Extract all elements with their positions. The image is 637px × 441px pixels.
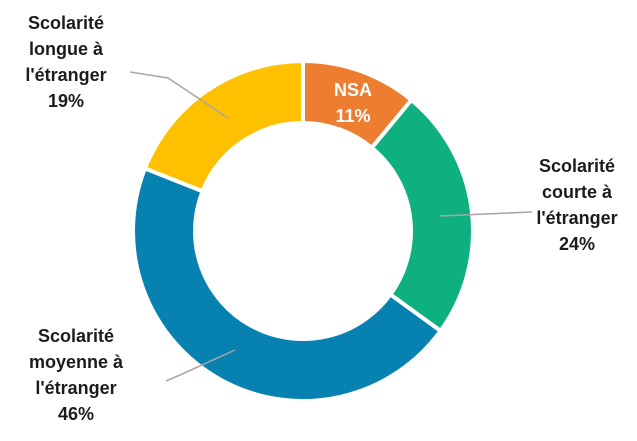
label-line: l'étranger <box>25 65 107 85</box>
label-line: l'étranger <box>35 378 117 398</box>
donut-slice-3 <box>142 59 305 194</box>
label-line: NSA <box>333 80 372 100</box>
donut-slice-1 <box>369 98 475 333</box>
label-line: Scolarité <box>538 156 616 176</box>
label-line: Scolarité <box>37 326 115 346</box>
donut-slice-2 <box>131 166 443 403</box>
label-percent: 19% <box>47 91 85 111</box>
label-line: l'étranger <box>536 208 618 228</box>
label-line: Scolarité <box>27 13 105 33</box>
leader-line-longue <box>129 71 229 119</box>
leader-line-courte <box>439 211 533 217</box>
label-scolarite-moyenne: Scolarité moyenne à l'étranger 46% <box>12 323 140 427</box>
label-nsa: NSA 11% <box>318 77 388 129</box>
label-line: courte à <box>541 182 613 202</box>
donut-slices <box>131 59 475 403</box>
label-percent: 46% <box>57 404 95 424</box>
label-scolarite-longue: Scolarité longue à l'étranger 19% <box>10 10 122 114</box>
label-percent: 24% <box>558 234 596 254</box>
label-line: moyenne à <box>28 352 124 372</box>
label-scolarite-courte: Scolarité courte à l'étranger 24% <box>517 153 637 257</box>
label-line: longue à <box>28 39 103 59</box>
leader-lines <box>129 71 533 382</box>
label-percent: 11% <box>335 106 371 126</box>
leader-line-moyenne <box>165 349 236 382</box>
